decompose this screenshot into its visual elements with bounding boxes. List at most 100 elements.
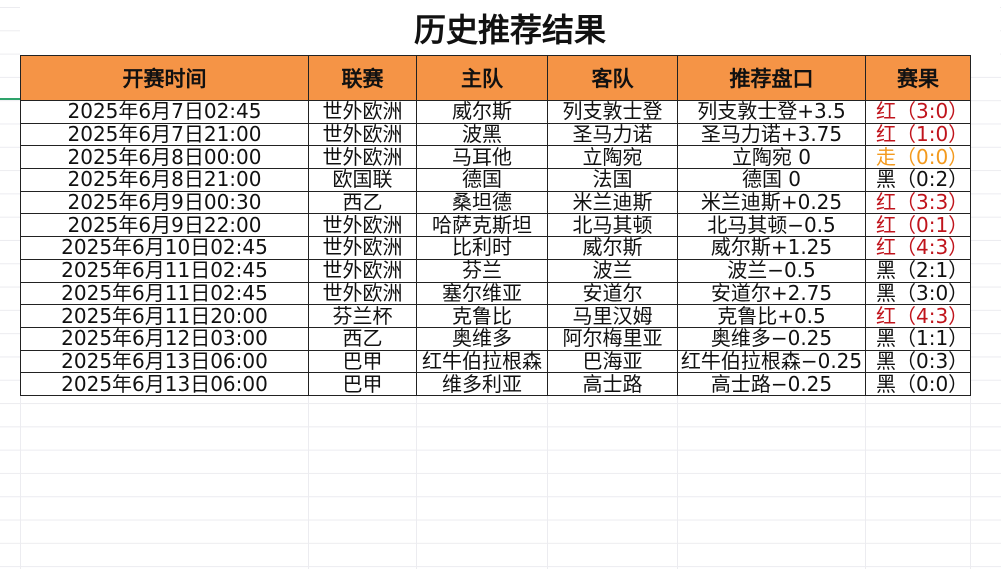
table-row: 2025年6月11日20:00 芬兰杯 克鲁比 马里汉姆 克鲁比+0.5 红（4:3）: [20, 304, 971, 328]
header-away[interactable]: 客队: [547, 55, 678, 101]
cell-away[interactable]: 北马其顿: [547, 213, 678, 238]
cell-away[interactable]: 高士路: [547, 372, 678, 396]
cell-home[interactable]: 威尔斯: [416, 100, 548, 124]
cell-home[interactable]: 塞尔维亚: [416, 281, 548, 306]
cell-home[interactable]: 奥维多: [416, 326, 548, 351]
header-pick[interactable]: 推荐盘口: [677, 55, 866, 101]
cell-home[interactable]: 桑坦德: [416, 190, 548, 215]
cell-league[interactable]: 巴甲: [308, 372, 417, 396]
cell-home[interactable]: 比利时: [416, 236, 548, 260]
cell-home[interactable]: 克鲁比: [416, 304, 548, 328]
cell-away[interactable]: 米兰迪斯: [547, 190, 678, 215]
table-row: 2025年6月8日21:00 欧国联 德国 法国 德国 0 黑（0:2）: [20, 168, 971, 192]
sheet-title[interactable]: 历史推荐结果: [20, 0, 1000, 55]
results-table: 开赛时间 联赛 主队 客队 推荐盘口 赛果 2025年6月7日02:45 世外欧洲…: [20, 55, 971, 396]
cell-pick[interactable]: 红牛伯拉根森−0.25: [677, 349, 866, 374]
cell-away[interactable]: 阿尔梅里亚: [547, 326, 678, 351]
cell-league[interactable]: 西乙: [308, 190, 417, 215]
cell-time[interactable]: 2025年6月11日02:45: [20, 281, 309, 306]
cell-result[interactable]: 走（0:0）: [865, 145, 971, 170]
cell-result[interactable]: 红（3:3）: [865, 190, 971, 215]
cell-result[interactable]: 黑（0:0）: [865, 372, 971, 396]
cell-result[interactable]: 黑（3:0）: [865, 281, 971, 306]
header-result[interactable]: 赛果: [865, 55, 971, 101]
cell-pick[interactable]: 列支敦士登+3.5: [677, 100, 866, 124]
cell-away[interactable]: 安道尔: [547, 281, 678, 306]
cell-league[interactable]: 世外欧洲: [308, 236, 417, 260]
cell-home[interactable]: 马耳他: [416, 145, 548, 170]
cell-league[interactable]: 世外欧洲: [308, 122, 417, 147]
cell-away[interactable]: 圣马力诺: [547, 122, 678, 147]
table-row: 2025年6月8日00:00 世外欧洲 马耳他 立陶宛 立陶宛 0 走（0:0）: [20, 145, 971, 170]
cell-league[interactable]: 欧国联: [308, 168, 417, 192]
cell-home[interactable]: 德国: [416, 168, 548, 192]
cell-result[interactable]: 红（4:3）: [865, 304, 971, 328]
cell-home[interactable]: 哈萨克斯坦: [416, 213, 548, 238]
cell-pick[interactable]: 安道尔+2.75: [677, 281, 866, 306]
cell-home[interactable]: 维多利亚: [416, 372, 548, 396]
table-row: 2025年6月10日02:45 世外欧洲 比利时 威尔斯 威尔斯+1.25 红（4:3）: [20, 236, 971, 260]
cell-pick[interactable]: 圣马力诺+3.75: [677, 122, 866, 147]
cell-pick[interactable]: 威尔斯+1.25: [677, 236, 866, 260]
cell-time[interactable]: 2025年6月13日06:00: [20, 372, 309, 396]
cell-league[interactable]: 世外欧洲: [308, 100, 417, 124]
table-row: 2025年6月9日00:30 西乙 桑坦德 米兰迪斯 米兰迪斯+0.25 红（3:3）: [20, 190, 971, 215]
cell-away[interactable]: 马里汉姆: [547, 304, 678, 328]
cell-time[interactable]: 2025年6月9日22:00: [20, 213, 309, 238]
cell-league[interactable]: 巴甲: [308, 349, 417, 374]
table-row: 2025年6月11日02:45 世外欧洲 芬兰 波兰 波兰−0.5 黑（2:1）: [20, 258, 971, 283]
row-selection-indicator: [0, 98, 20, 100]
cell-away[interactable]: 巴海亚: [547, 349, 678, 374]
cell-result[interactable]: 黑（1:1）: [865, 326, 971, 351]
cell-time[interactable]: 2025年6月12日03:00: [20, 326, 309, 351]
cell-league[interactable]: 西乙: [308, 326, 417, 351]
table-row: 2025年6月7日21:00 世外欧洲 波黑 圣马力诺 圣马力诺+3.75 红（1:0）: [20, 122, 971, 147]
cell-time[interactable]: 2025年6月11日02:45: [20, 258, 309, 283]
header-row: 开赛时间 联赛 主队 客队 推荐盘口 赛果: [20, 55, 971, 101]
cell-home[interactable]: 波黑: [416, 122, 548, 147]
cell-pick[interactable]: 北马其顿−0.5: [677, 213, 866, 238]
cell-away[interactable]: 波兰: [547, 258, 678, 283]
table-row: 2025年6月7日02:45 世外欧洲 威尔斯 列支敦士登 列支敦士登+3.5 红（3:0…: [20, 100, 971, 124]
cell-pick[interactable]: 米兰迪斯+0.25: [677, 190, 866, 215]
cell-time[interactable]: 2025年6月8日21:00: [20, 168, 309, 192]
cell-time[interactable]: 2025年6月10日02:45: [20, 236, 309, 260]
cell-pick[interactable]: 高士路−0.25: [677, 372, 866, 396]
table-row: 2025年6月9日22:00 世外欧洲 哈萨克斯坦 北马其顿 北马其顿−0.5 红（0:1…: [20, 213, 971, 238]
cell-league[interactable]: 世外欧洲: [308, 145, 417, 170]
header-home[interactable]: 主队: [416, 55, 548, 101]
cell-result[interactable]: 红（3:0）: [865, 100, 971, 124]
header-time[interactable]: 开赛时间: [20, 55, 309, 101]
header-league[interactable]: 联赛: [308, 55, 417, 101]
cell-time[interactable]: 2025年6月7日02:45: [20, 100, 309, 124]
cell-result[interactable]: 黑（0:2）: [865, 168, 971, 192]
cell-home[interactable]: 红牛伯拉根森: [416, 349, 548, 374]
cell-league[interactable]: 世外欧洲: [308, 281, 417, 306]
cell-away[interactable]: 立陶宛: [547, 145, 678, 170]
cell-result[interactable]: 红（1:0）: [865, 122, 971, 147]
cell-time[interactable]: 2025年6月13日06:00: [20, 349, 309, 374]
cell-league[interactable]: 芬兰杯: [308, 304, 417, 328]
cell-away[interactable]: 威尔斯: [547, 236, 678, 260]
cell-time[interactable]: 2025年6月9日00:30: [20, 190, 309, 215]
cell-pick[interactable]: 立陶宛 0: [677, 145, 866, 170]
cell-time[interactable]: 2025年6月8日00:00: [20, 145, 309, 170]
cell-result[interactable]: 红（0:1）: [865, 213, 971, 238]
cell-pick[interactable]: 奥维多−0.25: [677, 326, 866, 351]
cell-pick[interactable]: 克鲁比+0.5: [677, 304, 866, 328]
cell-league[interactable]: 世外欧洲: [308, 258, 417, 283]
table-row: 2025年6月11日02:45 世外欧洲 塞尔维亚 安道尔 安道尔+2.75 黑（3:0）: [20, 281, 971, 306]
cell-pick[interactable]: 波兰−0.5: [677, 258, 866, 283]
cell-result[interactable]: 黑（2:1）: [865, 258, 971, 283]
cell-away[interactable]: 法国: [547, 168, 678, 192]
cell-away[interactable]: 列支敦士登: [547, 100, 678, 124]
cell-time[interactable]: 2025年6月11日20:00: [20, 304, 309, 328]
cell-league[interactable]: 世外欧洲: [308, 213, 417, 238]
table-row: 2025年6月13日06:00 巴甲 红牛伯拉根森 巴海亚 红牛伯拉根森−0.25 黑（0…: [20, 349, 971, 374]
cell-home[interactable]: 芬兰: [416, 258, 548, 283]
table-row: 2025年6月12日03:00 西乙 奥维多 阿尔梅里亚 奥维多−0.25 黑（1:1）: [20, 326, 971, 351]
cell-pick[interactable]: 德国 0: [677, 168, 866, 192]
cell-result[interactable]: 黑（0:3）: [865, 349, 971, 374]
cell-time[interactable]: 2025年6月7日21:00: [20, 122, 309, 147]
cell-result[interactable]: 红（4:3）: [865, 236, 971, 260]
